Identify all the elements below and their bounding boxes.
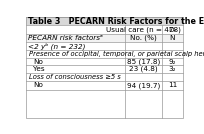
Text: PECARN risk factorsᵃ: PECARN risk factorsᵃ	[28, 35, 103, 41]
Bar	[26, 50, 183, 58]
Text: Usual care (n = 478): Usual care (n = 478)	[106, 26, 181, 33]
Bar	[26, 90, 183, 118]
Text: 9₂: 9₂	[169, 59, 176, 64]
Text: No: No	[33, 59, 43, 64]
Text: 85 (17.8): 85 (17.8)	[127, 58, 160, 65]
Text: No: No	[33, 82, 43, 88]
Text: <2 yᵇ (n = 232): <2 yᵇ (n = 232)	[28, 42, 85, 50]
Text: 11: 11	[168, 82, 177, 88]
Bar	[26, 25, 183, 34]
Bar	[26, 58, 183, 65]
Bar	[26, 42, 183, 50]
Text: Yes: Yes	[33, 66, 45, 72]
Text: Table 3   PECARN Risk Factors for the Enrolled Patients (N =: Table 3 PECARN Risk Factors for the Enro…	[28, 17, 204, 26]
Text: No. (%): No. (%)	[130, 35, 157, 41]
Text: 23 (4.8): 23 (4.8)	[129, 66, 158, 72]
Bar	[26, 34, 183, 42]
Bar	[26, 17, 183, 25]
Text: 3₂: 3₂	[169, 66, 176, 72]
Text: D-: D-	[168, 27, 176, 33]
Text: Presence of occipital, temporal, or parietal scalp hematoma: Presence of occipital, temporal, or pari…	[29, 51, 204, 57]
Text: Loss of consciousness ≥5 s: Loss of consciousness ≥5 s	[29, 74, 121, 80]
Bar	[26, 81, 183, 90]
Bar	[26, 65, 183, 73]
Bar	[26, 73, 183, 81]
Text: N: N	[170, 35, 175, 41]
Text: 94 (19.7): 94 (19.7)	[127, 82, 160, 89]
